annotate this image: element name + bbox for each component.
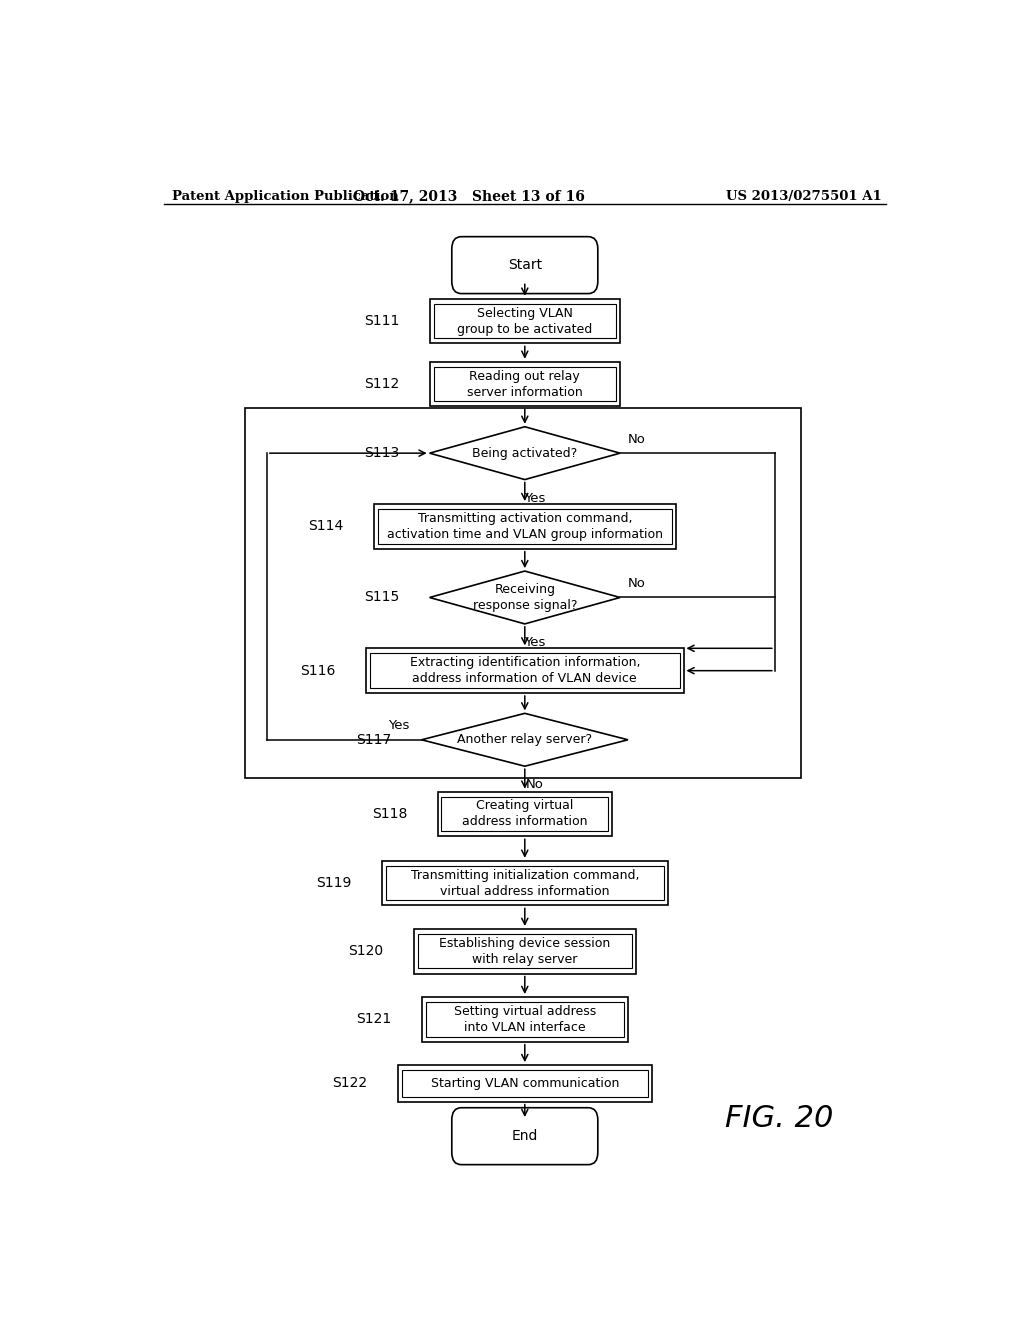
Text: S120: S120 [348, 944, 384, 958]
Bar [430, 362, 621, 407]
Bar [441, 797, 608, 832]
Text: S116: S116 [301, 664, 336, 677]
Bar [433, 367, 616, 401]
Polygon shape [422, 713, 628, 766]
Text: Being activated?: Being activated? [472, 446, 578, 459]
Polygon shape [430, 426, 620, 479]
Text: Starting VLAN communication: Starting VLAN communication [431, 1077, 618, 1090]
Text: No: No [628, 577, 646, 590]
Text: S115: S115 [365, 590, 399, 605]
Text: Patent Application Publication: Patent Application Publication [172, 190, 398, 202]
Text: S113: S113 [365, 446, 399, 461]
Text: S112: S112 [365, 378, 399, 391]
Text: S119: S119 [316, 876, 352, 890]
Text: Creating virtual
address information: Creating virtual address information [462, 800, 588, 829]
Text: S118: S118 [372, 807, 408, 821]
Text: Receiving
response signal?: Receiving response signal? [472, 583, 578, 612]
Text: Selecting VLAN
group to be activated: Selecting VLAN group to be activated [457, 306, 593, 335]
Text: Transmitting activation command,
activation time and VLAN group information: Transmitting activation command, activat… [387, 512, 663, 541]
FancyBboxPatch shape [452, 236, 598, 293]
Bar [397, 1065, 651, 1102]
Text: Setting virtual address
into VLAN interface: Setting virtual address into VLAN interf… [454, 1005, 596, 1034]
Bar [414, 929, 636, 974]
Bar [386, 866, 664, 900]
Text: Reading out relay
server information: Reading out relay server information [467, 370, 583, 399]
Polygon shape [430, 572, 620, 624]
Bar [418, 935, 632, 969]
Text: Establishing device session
with relay server: Establishing device session with relay s… [439, 937, 610, 966]
Text: S121: S121 [356, 1012, 391, 1026]
FancyBboxPatch shape [452, 1107, 598, 1164]
Bar [367, 648, 684, 693]
Text: Yes: Yes [523, 492, 545, 504]
Bar [426, 1002, 624, 1036]
Text: Another relay server?: Another relay server? [458, 734, 592, 746]
Text: S117: S117 [356, 733, 391, 747]
Text: US 2013/0275501 A1: US 2013/0275501 A1 [726, 190, 882, 202]
Text: FIG. 20: FIG. 20 [725, 1105, 833, 1134]
Text: Oct. 17, 2013   Sheet 13 of 16: Oct. 17, 2013 Sheet 13 of 16 [353, 189, 585, 203]
Text: Transmitting initialization command,
virtual address information: Transmitting initialization command, vir… [411, 869, 639, 898]
Bar [246, 408, 801, 779]
Text: S122: S122 [333, 1076, 368, 1090]
Text: Start: Start [508, 259, 542, 272]
Bar [374, 504, 676, 549]
Text: S114: S114 [308, 519, 344, 533]
Bar [433, 304, 616, 338]
Text: No: No [525, 779, 544, 792]
Bar [430, 298, 621, 343]
Bar [422, 997, 628, 1041]
Text: No: No [628, 433, 646, 446]
Bar [401, 1071, 648, 1097]
Text: Extracting identification information,
address information of VLAN device: Extracting identification information, a… [410, 656, 640, 685]
Text: S111: S111 [365, 314, 399, 329]
Bar [378, 510, 672, 544]
Text: End: End [512, 1129, 538, 1143]
Bar [370, 653, 680, 688]
Bar [437, 792, 612, 837]
Bar [382, 861, 668, 906]
Text: Yes: Yes [523, 636, 545, 649]
Text: Yes: Yes [388, 718, 410, 731]
